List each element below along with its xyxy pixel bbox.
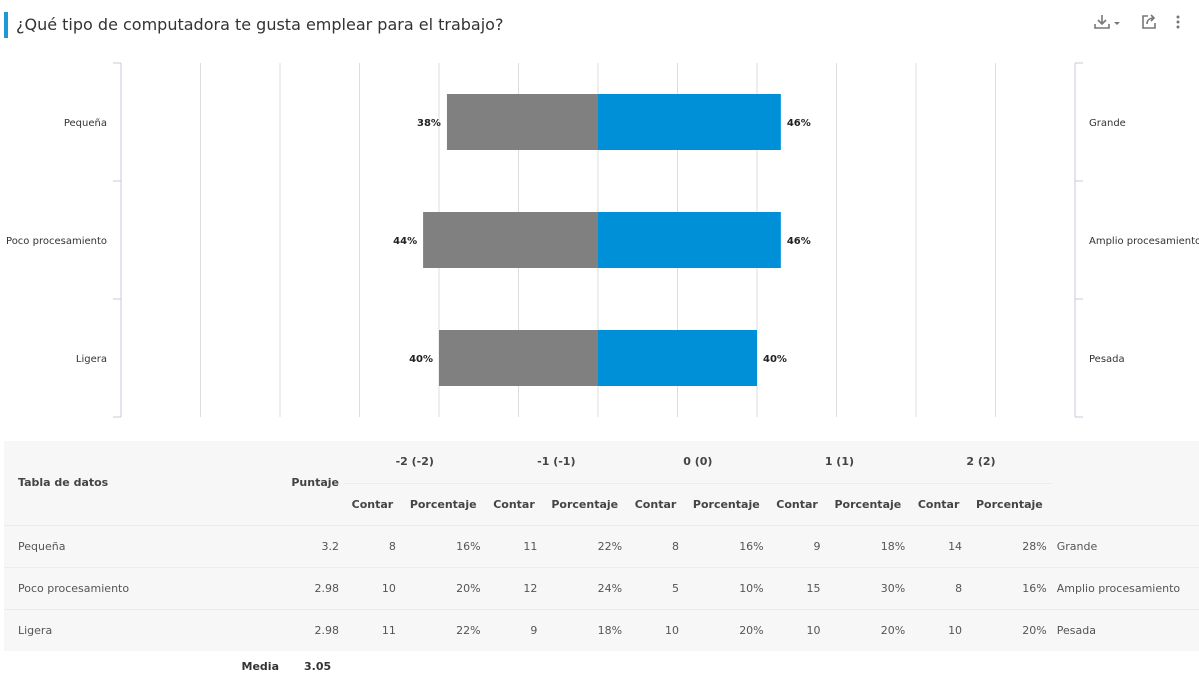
group-header: 0 (0) bbox=[683, 455, 713, 469]
header-spacer bbox=[1052, 441, 1199, 525]
count-cell: 8 bbox=[627, 524, 684, 567]
bar-right bbox=[598, 330, 757, 386]
table-row: Ligera 2.98 11 22% 9 18% 10 20% 10 20% 10 20% Pesada bbox=[4, 608, 1199, 651]
bar-left bbox=[423, 212, 598, 268]
percent-cell: 22% bbox=[400, 608, 486, 651]
sub-header: Porcentaje bbox=[976, 497, 1043, 511]
percent-cell: 30% bbox=[825, 566, 911, 609]
group-header: -2 (-2) bbox=[395, 455, 434, 469]
row-label: Poco procesamiento bbox=[4, 566, 284, 609]
category-label-left: Pequeña bbox=[64, 118, 107, 129]
diverging-bar-chart: 38% 46% Pequeña Grande 44% 46% Poco procesamie… bbox=[6, 62, 1199, 418]
percent-cell: 18% bbox=[825, 524, 911, 567]
bar-right bbox=[598, 212, 781, 268]
percent-cell: 16% bbox=[400, 524, 486, 567]
chart-header: ¿Qué tipo de computadora te gusta emplea… bbox=[0, 12, 1199, 38]
count-cell: 5 bbox=[627, 566, 684, 609]
bar-right bbox=[598, 94, 781, 150]
count-cell: 8 bbox=[910, 566, 968, 609]
sub-header: Porcentaje bbox=[834, 497, 902, 511]
data-table: Tabla de datos Puntaje -2 (-2) -1 (-1) 0… bbox=[4, 441, 1199, 681]
bar-left bbox=[439, 330, 598, 386]
group-header: 2 (2) bbox=[966, 455, 996, 469]
group-header: 1 (1) bbox=[824, 455, 855, 469]
group-header: -1 (-1) bbox=[537, 455, 576, 469]
data-label: 38% bbox=[417, 118, 441, 129]
mean-label: Media bbox=[4, 651, 284, 681]
percent-cell: 20% bbox=[400, 566, 486, 609]
percent-cell: 22% bbox=[542, 524, 628, 567]
sub-header: Contar bbox=[351, 497, 394, 511]
count-cell: 8 bbox=[344, 524, 401, 567]
row-right-label: Grande bbox=[1051, 524, 1199, 567]
count-cell: 14 bbox=[910, 524, 968, 567]
share-icon[interactable] bbox=[1141, 14, 1157, 30]
percent-cell: 10% bbox=[683, 566, 769, 609]
count-cell: 11 bbox=[485, 524, 543, 567]
data-label: 40% bbox=[409, 354, 433, 365]
sub-header: Porcentaje bbox=[692, 497, 760, 511]
data-label: 44% bbox=[393, 236, 417, 247]
sub-header: Contar bbox=[917, 497, 960, 511]
percent-cell: 28% bbox=[967, 524, 1052, 567]
data-label: 46% bbox=[787, 236, 811, 247]
row-score: 2.98 bbox=[284, 566, 344, 609]
sub-header: Porcentaje bbox=[551, 497, 619, 511]
table-row: Pequeña 3.2 8 16% 11 22% 8 16% 9 18% 14 28% Grande bbox=[4, 524, 1199, 567]
percent-cell: 24% bbox=[542, 566, 628, 609]
score-header: Puntaje bbox=[291, 476, 339, 490]
title-accent bbox=[4, 12, 8, 38]
row-score: 3.2 bbox=[284, 524, 344, 567]
sub-header: Porcentaje bbox=[409, 497, 477, 511]
count-cell: 10 bbox=[910, 608, 968, 651]
footer-spacer bbox=[344, 651, 1199, 681]
sub-header: Contar bbox=[634, 497, 677, 511]
row-label: Ligera bbox=[4, 608, 284, 651]
count-cell: 15 bbox=[768, 566, 826, 609]
table-row: Poco procesamiento 2.98 10 20% 12 24% 5 10% 15 30… bbox=[4, 566, 1199, 609]
count-cell: 10 bbox=[344, 566, 401, 609]
download-icon[interactable] bbox=[1093, 14, 1123, 30]
category-label-right: Pesada bbox=[1089, 354, 1125, 365]
percent-cell: 20% bbox=[683, 608, 769, 651]
percent-cell: 16% bbox=[683, 524, 769, 567]
row-score: 2.98 bbox=[284, 608, 344, 651]
chart-title: ¿Qué tipo de computadora te gusta emplea… bbox=[16, 15, 504, 34]
data-label: 40% bbox=[763, 354, 787, 365]
category-label-left: Ligera bbox=[76, 354, 107, 365]
bar-left bbox=[446, 94, 598, 150]
mean-value: 3.05 bbox=[284, 651, 344, 681]
category-label-right: Grande bbox=[1089, 118, 1126, 129]
count-cell: 9 bbox=[768, 524, 826, 567]
count-cell: 9 bbox=[485, 608, 543, 651]
row-right-label: Pesada bbox=[1051, 608, 1199, 651]
sub-header: Contar bbox=[493, 497, 535, 511]
percent-cell: 18% bbox=[542, 608, 628, 651]
more-vertical-icon[interactable] bbox=[1175, 14, 1181, 30]
category-label-left: Poco procesamiento bbox=[6, 236, 107, 247]
count-cell: 10 bbox=[768, 608, 826, 651]
data-label: 46% bbox=[787, 118, 811, 129]
row-right-label: Amplio procesamiento bbox=[1051, 566, 1199, 609]
count-cell: 12 bbox=[485, 566, 543, 609]
percent-cell: 20% bbox=[967, 608, 1052, 651]
category-label-right: Amplio procesamiento bbox=[1089, 236, 1199, 247]
percent-cell: 16% bbox=[967, 566, 1052, 609]
percent-cell: 20% bbox=[825, 608, 911, 651]
table-title: Tabla de datos bbox=[18, 476, 109, 490]
count-cell: 10 bbox=[627, 608, 684, 651]
row-label: Pequeña bbox=[4, 524, 284, 567]
count-cell: 11 bbox=[344, 608, 401, 651]
sub-header: Contar bbox=[776, 497, 818, 511]
